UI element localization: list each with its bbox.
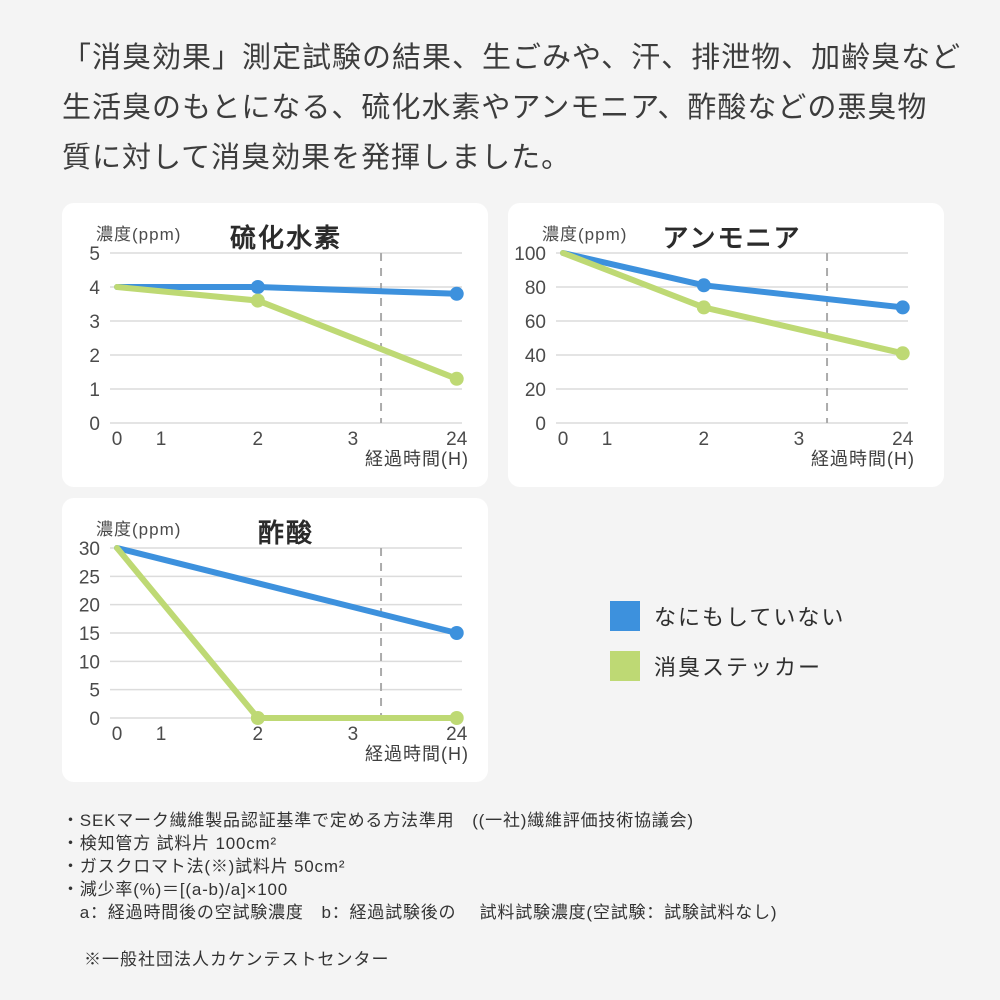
data-point-marker (250, 293, 265, 308)
data-point-marker (696, 278, 711, 293)
data-point-marker (250, 280, 265, 294)
x-tick-label: 24 (446, 429, 468, 450)
legend-label-deodorant-sticker: 消臭ステッカー (654, 654, 823, 680)
x-axis-label: 経過時間(H) (365, 449, 469, 469)
legend: なにもしていない 消臭ステッカー (610, 600, 845, 700)
x-tick-label: 1 (156, 429, 167, 450)
x-axis-label: 経過時間(H) (811, 449, 915, 469)
legend-swatch-deodorant-sticker (610, 650, 640, 681)
chart-panel-hydrogen-sulfide: 5 4 3 2 1 0 0 1 2 3 24 濃度(ppm) 硫化水素経過時間(H) (62, 203, 488, 487)
y-tick-label: 30 (79, 539, 100, 560)
footnote-line: a：経過時間後の空試験濃度 b：経過試験後の 試料試験濃度(空試験：試験試料なし… (62, 903, 778, 922)
footnote-line: ・検知管方 試料片 100cm² (62, 834, 277, 853)
data-point-marker (250, 711, 265, 725)
x-tick-label: 0 (112, 429, 123, 450)
y-tick-label: 0 (89, 709, 100, 730)
x-tick-label: 2 (253, 724, 264, 745)
y-tick-label: 40 (525, 346, 546, 367)
y-tick-label: 20 (525, 380, 546, 401)
x-tick-label: 3 (794, 429, 805, 450)
y-tick-label: 5 (89, 244, 100, 265)
data-point-marker (449, 626, 464, 640)
y-tick-label: 0 (89, 414, 100, 435)
y-tick-label: 2 (89, 346, 100, 367)
data-point-marker (449, 371, 464, 386)
series-line (560, 250, 906, 311)
x-tick-label: 1 (602, 429, 613, 450)
series-line (114, 545, 460, 636)
legend-item-untreated: なにもしていない (610, 600, 845, 631)
y-axis-unit-label: 濃度(ppm) (542, 225, 627, 244)
data-point-marker (449, 711, 464, 725)
series-line (114, 284, 460, 382)
x-tick-label: 0 (112, 724, 123, 745)
x-axis-label: 経過時間(H) (365, 744, 469, 764)
test-center-note: ※一般社団法人カケンテストセンター (84, 950, 390, 969)
legend-item-deodorant-sticker: 消臭ステッカー (610, 650, 845, 681)
y-tick-label: 20 (79, 596, 100, 617)
x-tick-label: 3 (348, 724, 359, 745)
y-tick-label: 60 (525, 312, 546, 333)
x-tick-label: 24 (892, 429, 914, 450)
y-tick-label: 100 (514, 244, 546, 265)
data-point-marker (449, 286, 464, 301)
y-tick-label: 80 (525, 278, 546, 299)
y-tick-label: 25 (79, 567, 100, 588)
x-tick-label: 0 (558, 429, 569, 450)
x-tick-label: 2 (253, 429, 264, 450)
y-tick-label: 10 (79, 652, 100, 673)
y-tick-label: 4 (89, 278, 100, 299)
x-tick-label: 24 (446, 724, 468, 745)
footnote-line: ・減少率(%)＝[(a-b)/a]×100 (62, 880, 289, 899)
header-text: 「消臭効果」測定試験の結果、生ごみや、汗、排泄物、加齢臭など 生活臭のもとになる… (62, 42, 962, 174)
chart-panel-acetic-acid: 30 25 20 15 10 5 0 0 1 2 3 24 濃度(ppm) 酢酸経過時間(H) (62, 498, 488, 782)
footnote-line: ・ガスクロマト法(※)試料片 50cm² (62, 857, 346, 876)
y-axis-unit-label: 濃度(ppm) (96, 225, 181, 244)
y-tick-label: 1 (89, 380, 100, 401)
y-tick-label: 3 (89, 312, 100, 333)
y-tick-label: 5 (89, 681, 100, 702)
chart-panel-ammonia: 100 80 60 40 20 0 0 1 2 3 24 濃度(ppm) アンモニア経過時間(H) (508, 203, 944, 487)
x-tick-label: 1 (156, 724, 167, 745)
y-tick-label: 15 (79, 624, 100, 645)
x-tick-label: 2 (699, 429, 710, 450)
chart-title: 酢酸 (258, 518, 314, 548)
data-point-marker (895, 300, 910, 315)
y-tick-label: 0 (535, 414, 546, 435)
y-axis-unit-label: 濃度(ppm) (96, 520, 181, 539)
data-point-marker (895, 346, 910, 361)
footnote-line: ・SEKマーク繊維製品認証基準で定める方法準用 ((一社)繊維評価技術協議会) (62, 811, 694, 830)
x-tick-label: 3 (348, 429, 359, 450)
data-point-marker (696, 300, 711, 315)
legend-swatch-untreated (610, 600, 640, 631)
legend-label-untreated: なにもしていない (654, 604, 846, 630)
chart-title: 硫化水素 (230, 223, 342, 253)
chart-title: アンモニア (663, 223, 802, 253)
footnotes: ・SEKマーク繊維製品認証基準で定める方法準用 ((一社)繊維評価技術協議会) ・… (62, 809, 777, 924)
